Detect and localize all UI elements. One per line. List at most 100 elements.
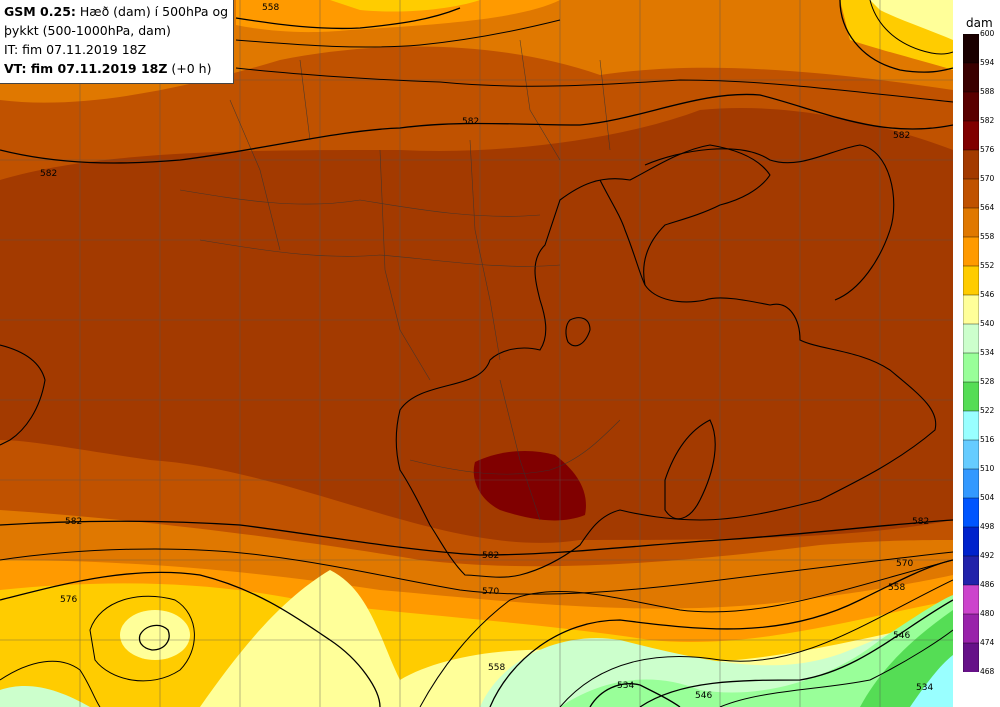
legend-tick-label: 474 (980, 638, 995, 647)
contour-label: 558 (888, 583, 905, 593)
legend-swatch (963, 526, 979, 557)
legend-swatch (963, 410, 979, 441)
legend-tick-label: 534 (980, 348, 995, 357)
legend-swatch (963, 439, 979, 470)
contour-lines (0, 0, 953, 707)
coast-red-sea (599, 179, 646, 286)
contour-label: 558 (262, 3, 279, 13)
legend-tick-label: 564 (980, 203, 995, 212)
contour-label: 546 (695, 691, 712, 701)
title-line-2: þykkt (500-1000hPa, dam) (4, 23, 171, 38)
legend-tick-label: 492 (980, 551, 995, 560)
legend-tick-label: 468 (980, 667, 995, 676)
contour-label: 582 (893, 131, 910, 141)
legend-tick-label: 558 (980, 232, 995, 241)
legend-tick-label: 498 (980, 522, 995, 531)
legend-swatch (963, 294, 979, 325)
field-nw-band (236, 0, 560, 33)
contour-ne-high (839, 0, 953, 73)
field-south-green (560, 595, 953, 707)
field-sw-pale (0, 686, 90, 707)
contour-sw (0, 660, 101, 707)
legend-tick-label: 552 (980, 261, 995, 270)
contour-label: 582 (462, 117, 479, 127)
legend-swatch (963, 149, 979, 180)
contour-label: 546 (893, 631, 910, 641)
legend-tick-label: 594 (980, 58, 995, 67)
legend-swatch (963, 34, 979, 64)
geopotential-height-map: 582 582 582 582 582 582 576 570 570 558 … (0, 0, 953, 707)
legend-swatch (963, 468, 979, 499)
legend-swatch (963, 584, 979, 615)
coast-madagascar (664, 419, 716, 520)
legend-color-bar (963, 34, 979, 672)
contour-label: 576 (60, 595, 77, 605)
legend-swatch (963, 555, 979, 586)
legend-swatch (963, 613, 979, 644)
legend-swatch (963, 178, 979, 209)
coastlines (0, 144, 937, 578)
country-borders (179, 39, 621, 521)
contour-576-north (235, 67, 953, 103)
legend-swatch (963, 497, 979, 528)
contour-label: 582 (65, 517, 82, 527)
contour-582-south (0, 519, 953, 556)
legend-tick-label: 528 (980, 377, 995, 386)
legend-tick-label: 570 (980, 174, 995, 183)
graticule (0, 0, 953, 707)
contour-546-south (639, 599, 953, 707)
legend-tick-label: 510 (980, 464, 995, 473)
field-northern-band (0, 0, 953, 103)
legend-tick-label: 588 (980, 87, 995, 96)
contour-558-north (235, 7, 461, 30)
legend-swatch (963, 207, 979, 238)
init-time: IT: fim 07.11.2019 18Z (4, 42, 147, 57)
field-se-cyan (910, 655, 953, 707)
legend-tick-label: 522 (980, 406, 995, 415)
field-hot-core (473, 450, 586, 521)
contour-534-south (589, 683, 681, 707)
contour-570-south (0, 571, 381, 707)
contour-label: 534 (617, 681, 634, 691)
legend-swatch (963, 62, 979, 93)
forecast-offset: (+0 h) (171, 61, 212, 76)
contour-label: 582 (912, 517, 929, 527)
legend-tick-label: 480 (980, 609, 995, 618)
legend-swatch (963, 91, 979, 122)
legend-swatch (963, 642, 979, 672)
contour-564-south (419, 559, 953, 707)
title-line-1: Hæð (dam) í 500hPa og (79, 4, 229, 19)
legend-unit: dam (966, 16, 993, 30)
contour-570-north (235, 19, 561, 48)
coast-arabia (644, 144, 895, 301)
contour-label: 570 (482, 587, 499, 597)
legend-tick-label: 576 (980, 145, 995, 154)
legend-swatch (963, 236, 979, 267)
legend-tick-label: 600 (980, 29, 995, 38)
contour-label: 570 (896, 559, 913, 569)
contour-cutoff-inner (138, 624, 170, 651)
legend-tick-label: 582 (980, 116, 995, 125)
field-sw-cutoff-low (120, 610, 190, 660)
legend-swatch (963, 352, 979, 383)
model-name: GSM 0.25: (4, 4, 76, 19)
field-ne-pale (870, 0, 953, 40)
legend-swatch (963, 265, 979, 296)
legend-swatch (963, 120, 979, 151)
contour-label: 582 (40, 169, 57, 179)
contour-cutoff-outer (89, 595, 195, 682)
legend-swatch (963, 381, 979, 412)
legend-tick-label: 546 (980, 290, 995, 299)
contour-576-south (0, 548, 953, 595)
coast-lake (565, 317, 591, 347)
contour-label-group: 582 582 582 582 582 582 576 570 570 558 … (40, 3, 933, 701)
valid-time: VT: fim 07.11.2019 18Z (4, 61, 168, 76)
contour-582-north (0, 93, 953, 164)
contour-label: 558 (488, 663, 505, 673)
field-north-yellow (330, 0, 480, 12)
contour-label: 534 (916, 683, 933, 693)
legend-tick-label: 516 (980, 435, 995, 444)
contour-label: 582 (482, 551, 499, 561)
coast-south-america (0, 344, 46, 446)
